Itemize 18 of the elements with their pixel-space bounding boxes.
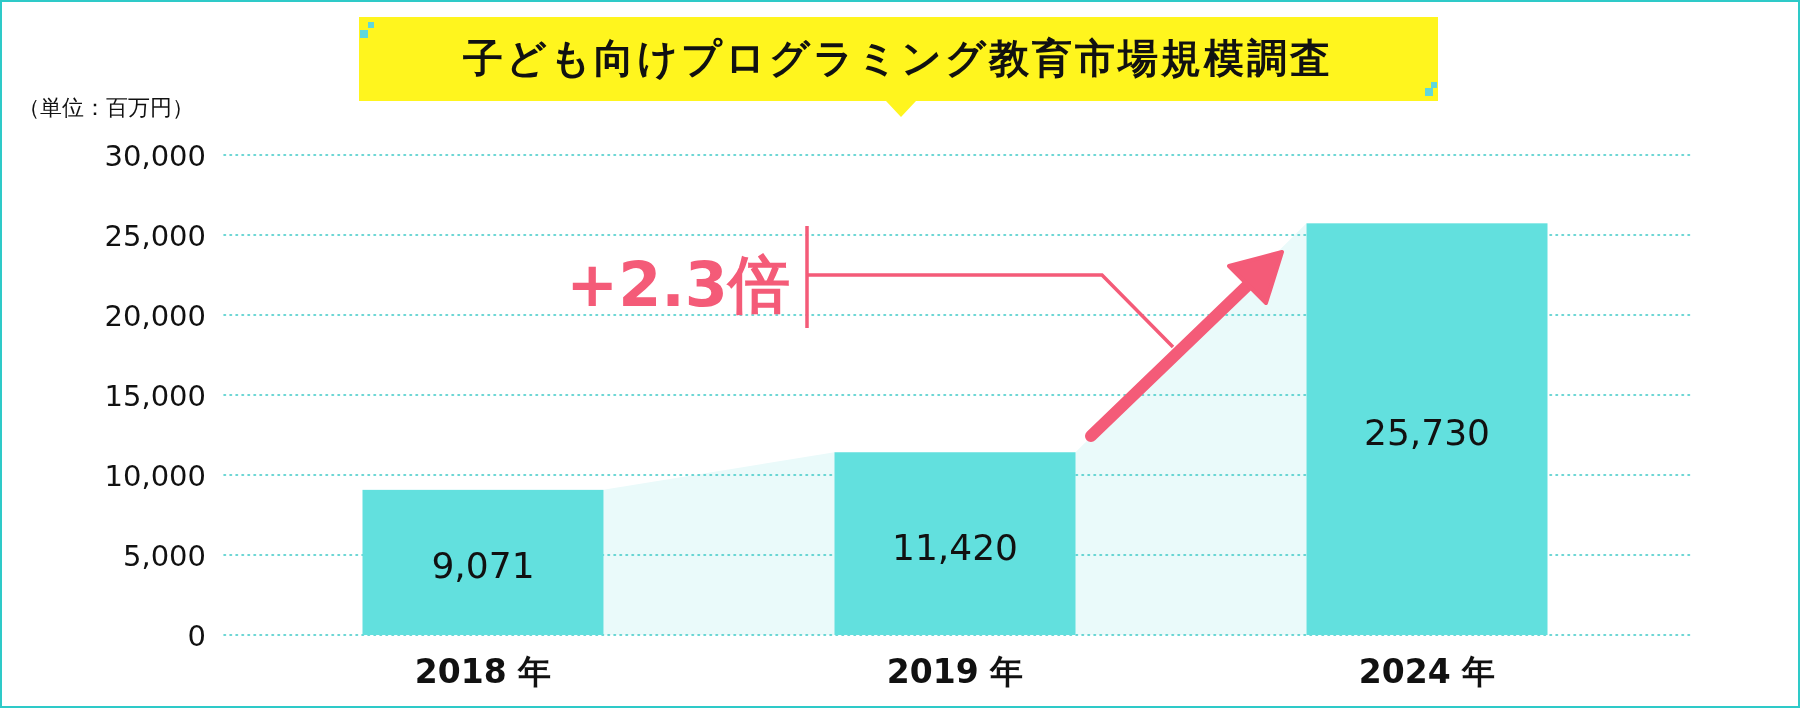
y-tick-label: 15,000 bbox=[104, 379, 206, 413]
x-tick-label: 2018 年 bbox=[414, 652, 552, 691]
y-tick-label: 20,000 bbox=[104, 299, 206, 333]
bar bbox=[362, 489, 604, 635]
data-label: 25,730 bbox=[1364, 412, 1490, 454]
x-tick-label: 2024 年 bbox=[1358, 652, 1496, 691]
y-tick-label: 5,000 bbox=[122, 539, 206, 573]
y-tick-label: 0 bbox=[187, 619, 206, 653]
y-tick-label: 25,000 bbox=[104, 219, 206, 253]
bar bbox=[834, 452, 1076, 635]
data-label: 11,420 bbox=[892, 526, 1018, 568]
y-axis-title: （単位：百万円） bbox=[18, 95, 194, 120]
y-tick-label: 10,000 bbox=[104, 459, 206, 493]
chart-title: 子ども向けプログラミング教育市場規模調査 bbox=[462, 35, 1333, 81]
annotation: +2.3倍 bbox=[566, 248, 790, 321]
y-tick-label: 30,000 bbox=[104, 139, 206, 173]
x-tick-label: 2019 年 bbox=[886, 652, 1024, 691]
data-label: 9,071 bbox=[431, 545, 535, 587]
